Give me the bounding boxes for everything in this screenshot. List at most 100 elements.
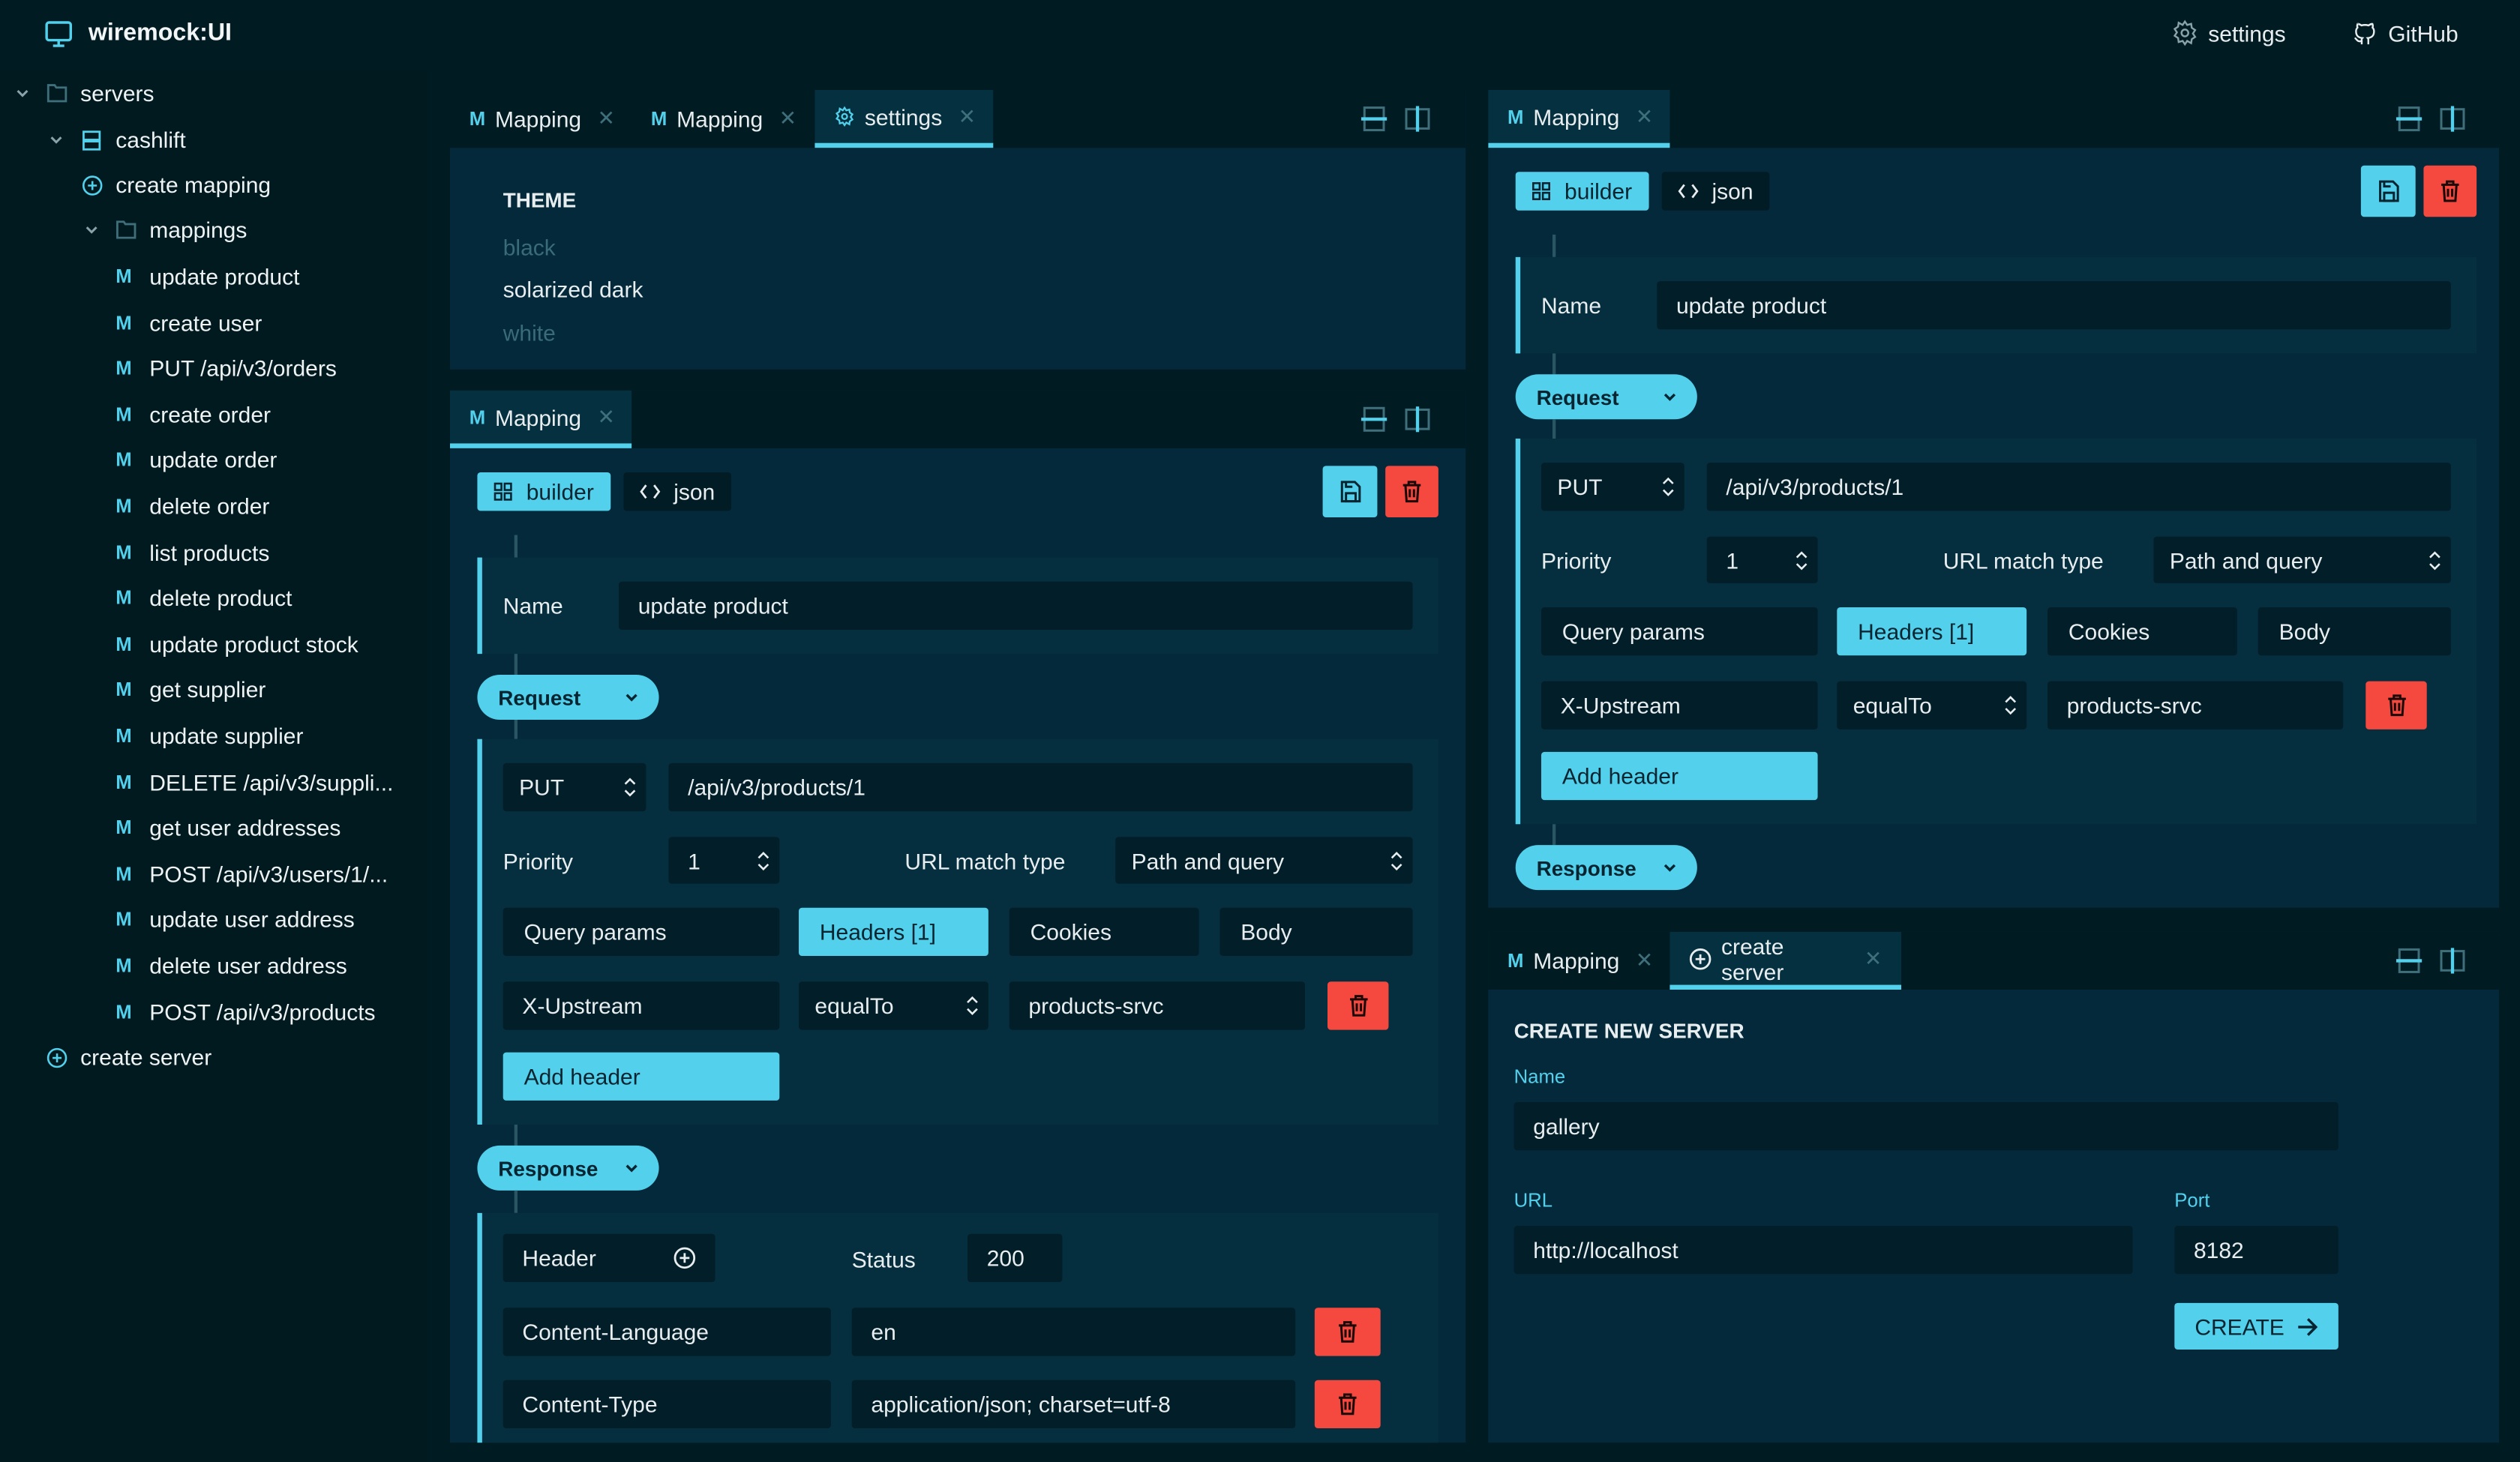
tree-item-servers[interactable]: servers [0,77,428,109]
tab-cookies[interactable]: Cookies [1009,907,1199,956]
tab-headers[interactable]: Headers [1] [1837,607,2027,656]
close-icon[interactable]: ✕ [958,103,976,128]
tree-item-create-mapping[interactable]: create mapping [0,169,428,201]
tree-item-server[interactable]: cashlift [0,124,428,156]
close-icon[interactable]: ✕ [597,403,615,429]
tree-item-mapping[interactable]: M DELETE /api/v3/suppli... [0,766,428,798]
split-vertical-icon[interactable] [2440,106,2465,132]
url-input[interactable]: /api/v3/products/1 [668,762,1413,812]
tab-create-server[interactable]: create server ✕ [1670,931,1901,990]
close-icon[interactable]: ✕ [597,106,615,130]
priority-stepper[interactable]: 1 [668,837,780,884]
tab-mapping[interactable]: M Mapping ✕ [632,90,816,148]
delete-mapping-button[interactable] [2423,165,2477,217]
request-toggle[interactable]: Request [477,675,659,720]
tree-item-mapping[interactable]: M PUT /api/v3/orders [0,352,428,384]
theme-option-black[interactable]: black [502,234,556,261]
close-icon[interactable]: ✕ [1635,103,1654,128]
header-value-input[interactable]: products-srvc [1009,981,1305,1030]
add-response-header[interactable]: Header [502,1233,716,1282]
delete-mapping-button[interactable] [1385,466,1438,517]
save-button[interactable] [2360,165,2416,217]
tab-body[interactable]: Body [2258,607,2451,656]
server-url-input[interactable]: http://localhost [1514,1226,2133,1275]
tab-query-params[interactable]: Query params [502,907,780,956]
tab-body[interactable]: Body [1220,907,1413,956]
header-key-input[interactable]: X-Upstream [1541,681,1818,730]
chevron-down-icon[interactable] [48,132,64,148]
delete-response-header-button[interactable] [1314,1380,1381,1428]
split-vertical-icon[interactable] [2440,948,2465,974]
json-tab[interactable]: json [1661,172,1770,211]
response-header-key[interactable]: Content-Type [502,1380,831,1428]
url-match-type-select[interactable]: Path and query [1115,837,1413,884]
header-operator-select[interactable]: equalTo [1837,681,2027,730]
create-server-button[interactable]: CREATE [2174,1302,2338,1350]
theme-option-white[interactable]: white [502,319,556,346]
server-name-input[interactable]: gallery [1514,1102,2338,1151]
tree-item-create-server[interactable]: create server [0,1041,428,1074]
response-toggle[interactable]: Response [477,1145,659,1191]
tab-mapping[interactable]: M Mapping ✕ [450,390,632,448]
method-select[interactable]: PUT [502,762,646,812]
save-button[interactable] [1322,466,1378,517]
header-value-input[interactable]: products-srvc [2048,681,2344,730]
url-input[interactable]: /api/v3/products/1 [1706,463,2451,511]
split-vertical-icon[interactable] [1405,406,1430,433]
settings-link[interactable]: settings [2171,19,2286,46]
close-icon[interactable]: ✕ [1635,948,1654,972]
status-input[interactable]: 200 [968,1233,1063,1282]
delete-header-button[interactable] [2366,681,2427,730]
method-select[interactable]: PUT [1541,463,1684,511]
add-header-button[interactable]: Add header [1541,751,1818,801]
server-port-input[interactable]: 8182 [2174,1226,2338,1275]
tree-item-mapping[interactable]: M POST /api/v3/users/1/... [0,858,428,890]
plus-circle-icon[interactable] [674,1247,696,1269]
split-horizontal-icon[interactable] [2396,106,2422,132]
tab-headers[interactable]: Headers [1] [799,907,988,956]
tab-cookies[interactable]: Cookies [2048,607,2237,656]
theme-option-solarized-dark[interactable]: solarized dark [502,276,644,302]
header-key-input[interactable]: X-Upstream [502,981,780,1030]
github-link[interactable]: GitHub [2351,19,2458,46]
stepper-arrows-icon[interactable] [1796,549,1808,571]
mapping-name-input[interactable]: update product [619,581,1413,630]
delete-response-header-button[interactable] [1314,1308,1381,1356]
url-match-type-select[interactable]: Path and query [2153,536,2451,583]
close-icon[interactable]: ✕ [778,106,797,130]
close-icon[interactable]: ✕ [1864,945,1882,970]
split-horizontal-icon[interactable] [1361,106,1388,132]
response-toggle[interactable]: Response [1515,845,1697,891]
builder-tab[interactable]: builder [477,472,611,511]
tree-item-mapping[interactable]: M POST /api/v3/products [0,996,428,1029]
tab-mapping[interactable]: M Mapping ✕ [1488,932,1672,990]
split-vertical-icon[interactable] [1405,106,1430,132]
tab-settings[interactable]: settings ✕ [814,90,994,148]
delete-header-button[interactable] [1328,981,1389,1030]
split-horizontal-icon[interactable] [2396,948,2422,973]
stepper-arrows-icon[interactable] [757,849,770,872]
add-header-button[interactable]: Add header [502,1052,780,1101]
chevron-down-icon[interactable] [14,85,30,101]
response-header-value[interactable]: en [851,1308,1296,1356]
response-header-value[interactable]: application/json; charset=utf-8 [851,1380,1296,1428]
tab-mapping[interactable]: M Mapping ✕ [1488,90,1670,148]
mapping-name-input[interactable]: update product [1657,281,2451,330]
json-tab[interactable]: json [623,472,731,511]
tab-mapping[interactable]: M Mapping ✕ [450,90,634,148]
split-horizontal-icon[interactable] [1361,406,1388,432]
builder-tab[interactable]: builder [1515,172,1649,211]
